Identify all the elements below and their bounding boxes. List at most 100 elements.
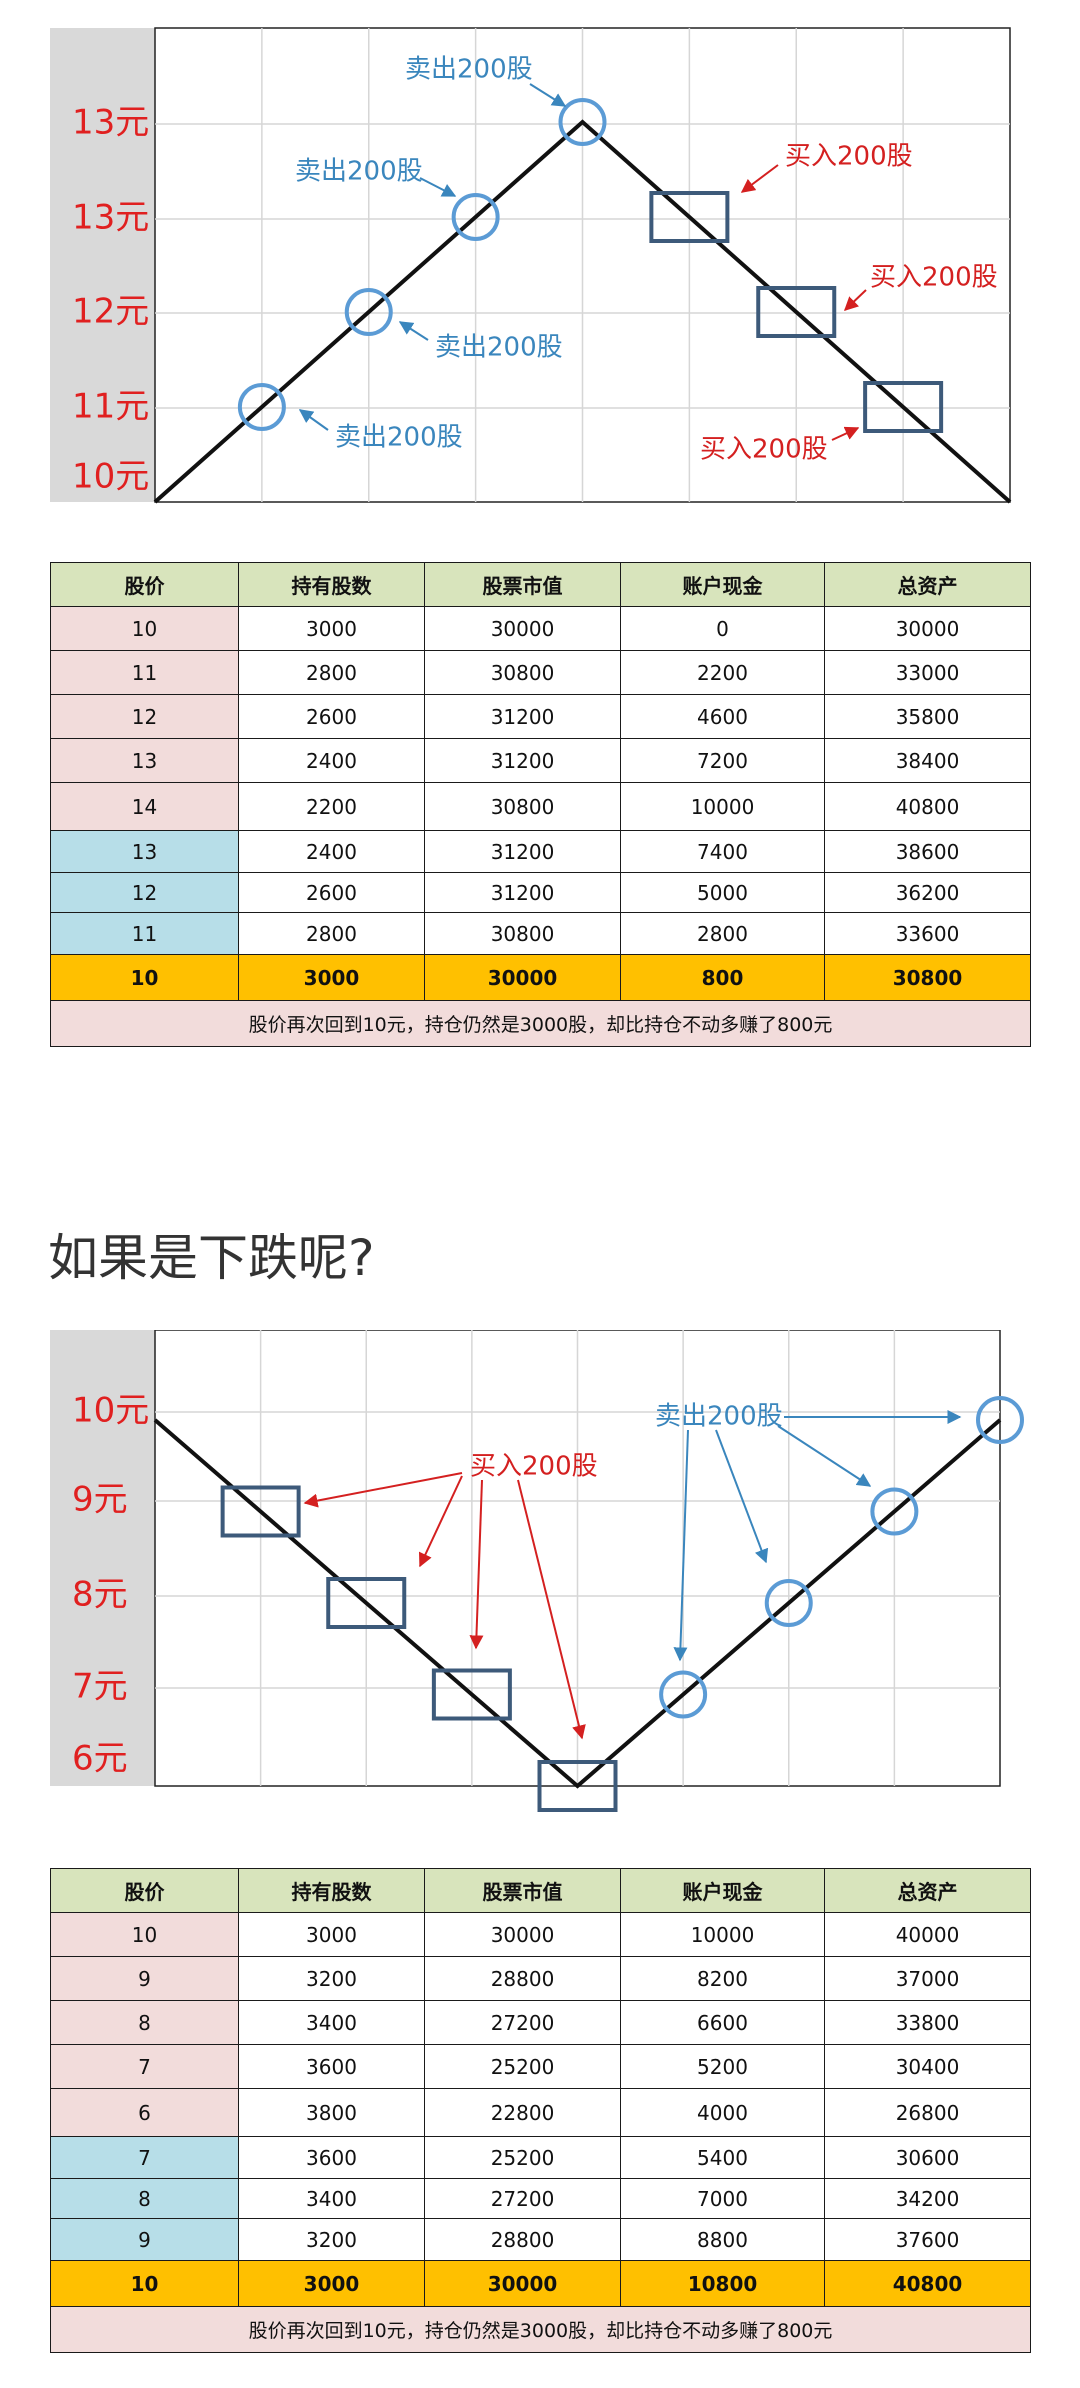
table-cell: 2200 [238, 782, 425, 831]
table-cell: 8200 [620, 1956, 825, 2001]
table-row: 13 2400 31200 7200 38400 [50, 738, 1031, 783]
table-cell: 2400 [238, 830, 425, 873]
price-cell: 7 [50, 2044, 239, 2089]
table-cell: 10000 [620, 782, 825, 831]
table-cell: 3600 [238, 2044, 425, 2089]
table-cell: 2800 [238, 650, 425, 695]
price-cell: 12 [50, 694, 239, 739]
table-cell: 34200 [824, 2178, 1031, 2219]
table-cell: 38600 [824, 830, 1031, 873]
buy-square-marker [220, 1485, 301, 1538]
table-row: 14 2200 30800 10000 40800 [50, 782, 1031, 831]
y-axis-band [50, 1330, 155, 1786]
sell-arrow [673, 1429, 689, 1662]
price-line [153, 119, 1012, 504]
table-cell: 3600 [238, 2136, 425, 2179]
y-tick-label: 12元 [72, 292, 149, 332]
table-cell: 37600 [824, 2218, 1031, 2261]
price-cell: 14 [50, 782, 239, 831]
sell-circle-marker [764, 1579, 813, 1627]
table-cell: 31200 [424, 694, 621, 739]
chart-svg: 10元 9元 8元 7元 6元 买入200股 卖出200股 [50, 1330, 1024, 1812]
table-row: 12 2600 31200 4600 35800 [50, 694, 1031, 739]
sell-annotation: 卖出200股 [295, 157, 423, 187]
table-note: 股价再次回到10元，持仓仍然是3000股，却比持仓不动多赚了800元 [50, 1000, 1031, 1047]
column-header: 账户现金 [620, 562, 825, 607]
table-row: 10 3000 30000 10800 40800 [50, 2260, 1031, 2307]
chart-fall-rise: 10元 9元 8元 7元 6元 买入200股 卖出200股 [0, 1330, 1080, 1830]
price-line [153, 1418, 1002, 1789]
table-cell: 30000 [424, 2260, 621, 2307]
table-cell: 25200 [424, 2044, 621, 2089]
table-cell: 5200 [620, 2044, 825, 2089]
y-tick-label: 10元 [72, 1391, 149, 1431]
table-cell: 30800 [424, 782, 621, 831]
table-cell: 30000 [424, 606, 621, 651]
table-row: 12 2600 31200 5000 36200 [50, 872, 1031, 913]
sell-annotation: 卖出200股 [335, 423, 463, 453]
table-cell: 3200 [238, 2218, 425, 2261]
table-row: 6 3800 22800 4000 26800 [50, 2088, 1031, 2137]
buy-annotation: 买入200股 [785, 142, 913, 172]
table-cell: 38400 [824, 738, 1031, 783]
buy-annotation: 买入200股 [470, 1452, 598, 1482]
buy-arrow [831, 426, 860, 441]
table-cell: 30000 [424, 954, 621, 1001]
table-note-row: 股价再次回到10元，持仓仍然是3000股，却比持仓不动多赚了800元 [50, 1000, 1031, 1047]
price-cell: 7 [50, 2136, 239, 2179]
price-cell: 8 [50, 2000, 239, 2045]
table-cell: 2200 [620, 650, 825, 695]
y-tick-label: 9元 [72, 1480, 128, 1520]
chart-rise-fall: 13元 13元 12元 11元 10元 卖出200股 卖出200股 卖出200股 卖出200股买… [0, 0, 1080, 520]
table-cell: 37000 [824, 1956, 1031, 2001]
table-cell: 3200 [238, 1956, 425, 2001]
buy-arrow [303, 1472, 463, 1508]
buy-arrow [418, 1475, 463, 1568]
table-cell: 2800 [620, 912, 825, 955]
y-tick-label: 11元 [72, 387, 149, 427]
table-cell: 0 [620, 606, 825, 651]
table-row: 7 3600 25200 5200 30400 [50, 2044, 1031, 2089]
table-cell: 31200 [424, 830, 621, 873]
price-cell: 13 [50, 738, 239, 783]
table-cell: 28800 [424, 2218, 621, 2261]
table-cell: 3000 [238, 606, 425, 651]
table-cell: 26800 [824, 2088, 1031, 2137]
sell-annotation: 卖出200股 [655, 1402, 783, 1432]
table-cell: 5000 [620, 872, 825, 913]
buy-square-marker [756, 286, 837, 338]
table-cell: 30400 [824, 2044, 1031, 2089]
table-note-row: 股价再次回到10元，持仓仍然是3000股，却比持仓不动多赚了800元 [50, 2306, 1031, 2353]
table-row: 10 3000 30000 0 30000 [50, 606, 1031, 651]
price-cell: 10 [50, 2260, 239, 2307]
y-tick-label: 6元 [72, 1739, 128, 1779]
table-cell: 30800 [824, 954, 1031, 1001]
sell-arrow [715, 1429, 769, 1564]
table-cell: 2800 [238, 912, 425, 955]
table-cell: 30000 [824, 606, 1031, 651]
price-cell: 6 [50, 2088, 239, 2137]
table-row: 13 2400 31200 7400 38600 [50, 830, 1031, 873]
buy-square-marker [326, 1577, 407, 1629]
price-cell: 11 [50, 912, 239, 955]
column-header: 总资产 [824, 1868, 1031, 1913]
sell-annotation: 卖出200股 [435, 333, 563, 363]
price-cell: 8 [50, 2178, 239, 2219]
sell-arrow [777, 1425, 872, 1487]
table-cell: 5400 [620, 2136, 825, 2179]
table-cell: 2600 [238, 872, 425, 913]
price-cell: 9 [50, 2218, 239, 2261]
table-cell: 33600 [824, 912, 1031, 955]
table-cell: 3400 [238, 2000, 425, 2045]
table-cell: 40800 [824, 2260, 1031, 2307]
y-axis-band [50, 28, 155, 502]
y-tick-label: 10元 [72, 457, 149, 497]
buy-square-marker [537, 1760, 618, 1812]
table-row: 10 3000 30000 10000 40000 [50, 1912, 1031, 1957]
table-header-row: 股价 持有股数 股票市值 账户现金 总资产 [50, 1868, 1031, 1913]
buy-arrow [740, 164, 779, 193]
table-cell: 27200 [424, 2178, 621, 2219]
table-cell: 7200 [620, 738, 825, 783]
column-header: 总资产 [824, 562, 1031, 607]
table-cell: 40000 [824, 1912, 1031, 1957]
